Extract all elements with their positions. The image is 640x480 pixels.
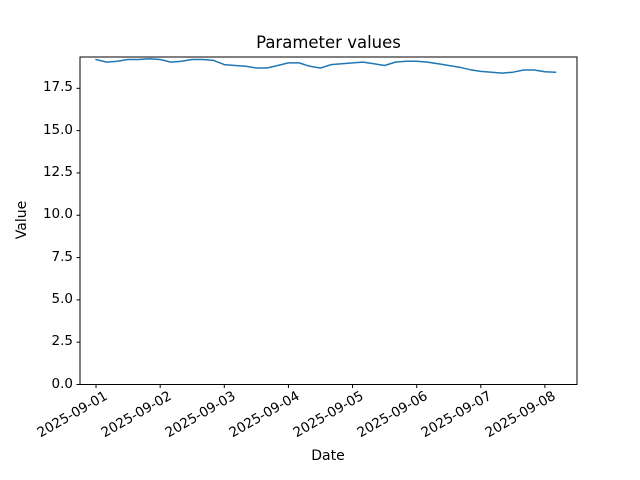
y-tick-label: 5.0 xyxy=(51,290,73,307)
axes-spines xyxy=(79,56,578,385)
y-tick-label: 17.5 xyxy=(42,79,73,96)
data-line-parameter-value xyxy=(95,57,557,74)
x-axis-label: Date xyxy=(311,448,345,464)
chart-title: Parameter values xyxy=(256,33,401,52)
y-tick-label: 15.0 xyxy=(42,121,73,138)
y-tick-label: 10.0 xyxy=(42,206,73,223)
y-tick-label: 7.5 xyxy=(51,248,73,265)
y-tick-label: 0.0 xyxy=(51,375,73,392)
y-tick-label: 12.5 xyxy=(42,163,73,180)
y-tick-label: 2.5 xyxy=(51,333,73,350)
